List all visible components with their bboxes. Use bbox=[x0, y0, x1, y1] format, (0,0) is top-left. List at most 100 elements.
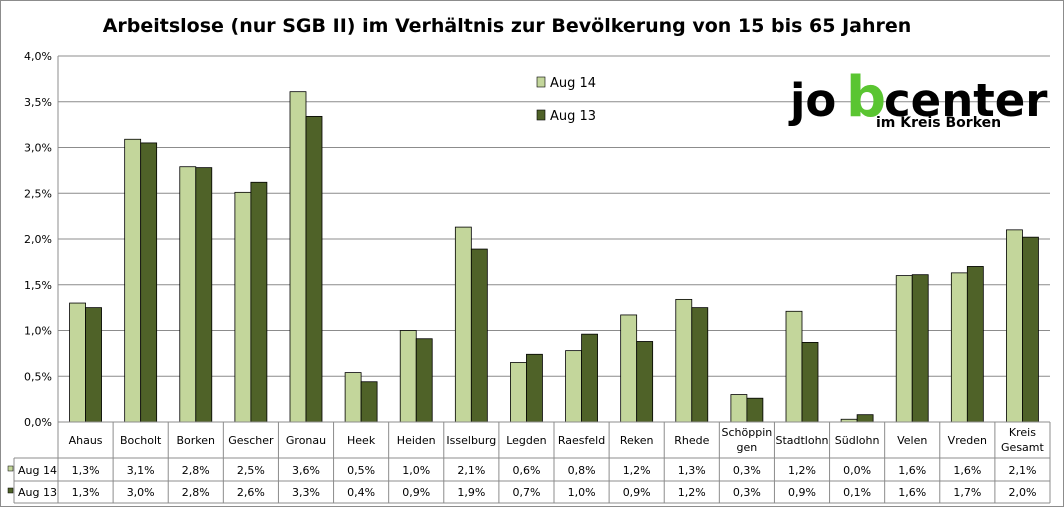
bar-aug-14 bbox=[454, 226, 472, 423]
bar-aug-14 bbox=[344, 372, 362, 423]
bar-aug-13 bbox=[140, 142, 158, 423]
data-label: 3,0% bbox=[127, 486, 155, 499]
bar-aug-13 bbox=[636, 341, 654, 423]
data-label: 0,4% bbox=[347, 486, 375, 499]
bar-aug-13 bbox=[746, 397, 764, 423]
data-label: 0,9% bbox=[623, 486, 651, 499]
bar-aug-14 bbox=[785, 310, 803, 423]
bars bbox=[69, 91, 1039, 423]
category-label: Vreden bbox=[948, 434, 987, 447]
data-label: 0,0% bbox=[843, 464, 871, 477]
data-label: 0,9% bbox=[788, 486, 816, 499]
bar-aug-13 bbox=[691, 307, 709, 423]
category-label: Südlohn bbox=[835, 434, 880, 447]
data-label: 2,6% bbox=[237, 486, 265, 499]
category-label: Isselburg bbox=[446, 434, 496, 447]
bar-aug-13 bbox=[250, 181, 268, 423]
y-axis: 0,0% 0,5% 1,0% 1,5% 2,0% 2,5% 3,0% 3,5% 4,0% bbox=[24, 50, 59, 429]
category-label: Gronau bbox=[286, 434, 326, 447]
bar-aug-13 bbox=[85, 307, 102, 423]
bar-aug-14 bbox=[730, 394, 748, 423]
bar-aug-13 bbox=[911, 274, 929, 423]
bar-aug-14 bbox=[289, 91, 307, 423]
y-tick-label: 4,0% bbox=[24, 50, 52, 63]
data-label: 2,5% bbox=[237, 464, 265, 477]
bar-aug-13 bbox=[526, 353, 543, 423]
bar-aug-14 bbox=[510, 362, 527, 423]
table-series-label: Aug 14 bbox=[18, 464, 57, 477]
bar-aug-14 bbox=[950, 272, 968, 423]
data-label: 0,6% bbox=[512, 464, 540, 477]
y-tick-label: 3,5% bbox=[24, 96, 52, 109]
logo-text-center: center bbox=[884, 74, 1048, 127]
legend-label: Aug 14 bbox=[550, 76, 596, 91]
y-tick-label: 1,5% bbox=[24, 279, 52, 292]
category-label: Schöppin bbox=[722, 426, 773, 439]
jobcenter-logo: jo b center im Kreis Borken bbox=[788, 65, 1048, 131]
data-label: 0,8% bbox=[568, 464, 596, 477]
data-label: 1,3% bbox=[72, 486, 100, 499]
bar-aug-13 bbox=[195, 167, 213, 423]
bar-aug-14 bbox=[234, 191, 252, 423]
bar-aug-13 bbox=[470, 248, 488, 423]
logo-subtitle: im Kreis Borken bbox=[876, 115, 1001, 131]
data-label: 1,9% bbox=[457, 486, 485, 499]
bar-aug-13 bbox=[1022, 236, 1039, 423]
category-label: gen bbox=[737, 441, 758, 454]
table-series-key bbox=[7, 487, 14, 494]
data-label: 1,3% bbox=[72, 464, 100, 477]
bar-aug-14 bbox=[69, 302, 86, 423]
category-label: Reken bbox=[620, 434, 654, 447]
table-series-key bbox=[7, 465, 14, 472]
category-label: Stadtlohn bbox=[775, 434, 828, 447]
bar-aug-14 bbox=[895, 275, 913, 423]
bar-aug-13 bbox=[415, 338, 433, 423]
y-tick-label: 0,5% bbox=[24, 370, 52, 383]
legend-swatch bbox=[536, 109, 546, 121]
category-label: Bocholt bbox=[120, 434, 162, 447]
bar-aug-14 bbox=[399, 330, 417, 423]
data-label: 0,1% bbox=[843, 486, 871, 499]
category-label: Gescher bbox=[228, 434, 274, 447]
bar-aug-14 bbox=[179, 166, 197, 423]
y-tick-label: 2,5% bbox=[24, 187, 52, 200]
data-label: 0,7% bbox=[512, 486, 540, 499]
data-label: 1,6% bbox=[898, 464, 926, 477]
data-label: 1,6% bbox=[953, 464, 981, 477]
y-tick-label: 3,0% bbox=[24, 142, 52, 155]
bar-aug-13 bbox=[305, 115, 323, 423]
category-label: Borken bbox=[177, 434, 216, 447]
data-label: 0,3% bbox=[733, 464, 761, 477]
category-label: Raesfeld bbox=[558, 434, 605, 447]
bar-aug-14 bbox=[1006, 229, 1023, 423]
data-label: 1,2% bbox=[623, 464, 651, 477]
bar-aug-14 bbox=[675, 298, 693, 423]
y-tick-label: 2,0% bbox=[24, 233, 52, 246]
category-label: Kreis bbox=[1009, 426, 1036, 439]
category-label: Ahaus bbox=[69, 434, 103, 447]
logo-text-jo: jo bbox=[788, 74, 836, 127]
bar-aug-13 bbox=[360, 381, 378, 423]
chart-title: Arbeitslose (nur SGB II) im Verhältnis z… bbox=[103, 15, 912, 37]
category-label: Gesamt bbox=[1001, 441, 1044, 454]
logo-b-icon: b bbox=[846, 65, 886, 130]
data-table: Ahaus Bocholt Borken Gescher Gronau Heek Heide… bbox=[7, 421, 1051, 504]
category-label: Heiden bbox=[397, 434, 436, 447]
data-label: 1,0% bbox=[402, 464, 430, 477]
data-label: 2,8% bbox=[182, 486, 210, 499]
data-label: 3,6% bbox=[292, 464, 320, 477]
data-label: 0,5% bbox=[347, 464, 375, 477]
data-label: 1,7% bbox=[953, 486, 981, 499]
data-label: 3,1% bbox=[127, 464, 155, 477]
data-label: 2,1% bbox=[1008, 464, 1036, 477]
data-label: 1,6% bbox=[898, 486, 926, 499]
bar-aug-13 bbox=[856, 414, 874, 423]
data-label: 2,1% bbox=[457, 464, 485, 477]
data-label: 3,3% bbox=[292, 486, 320, 499]
data-label: 1,3% bbox=[678, 464, 706, 477]
legend: Aug 14 Aug 13 bbox=[536, 76, 596, 124]
data-label: 0,9% bbox=[402, 486, 430, 499]
category-label: Heek bbox=[347, 434, 376, 447]
legend-swatch bbox=[536, 76, 546, 88]
